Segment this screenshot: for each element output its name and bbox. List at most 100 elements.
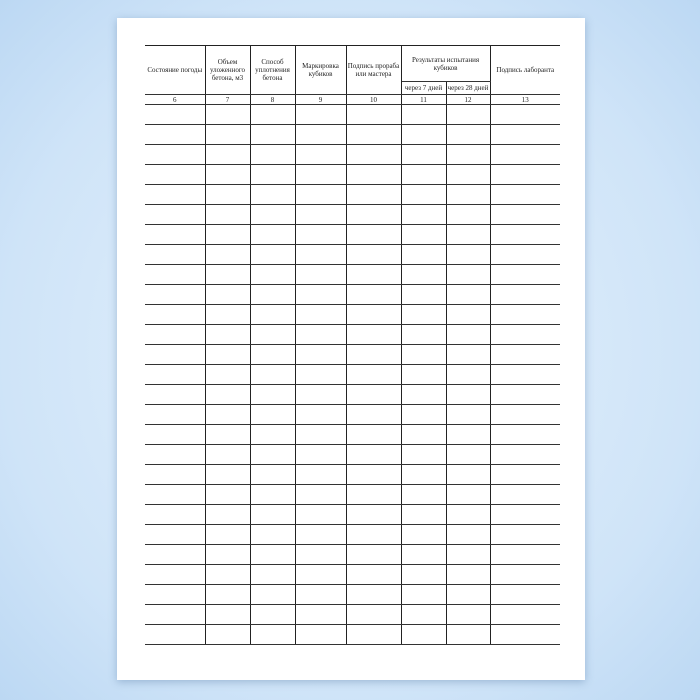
table-cell — [345, 584, 402, 605]
table-cell — [489, 324, 561, 345]
table-cell — [345, 204, 402, 225]
table-cell — [400, 544, 447, 565]
table-row — [145, 264, 561, 285]
table-cell — [345, 144, 402, 165]
table-cell — [445, 264, 491, 285]
table-cell — [345, 344, 402, 365]
table-row — [145, 524, 561, 545]
table-cell — [249, 204, 296, 225]
table-cell — [489, 564, 561, 585]
table-cell — [145, 164, 206, 185]
table-cell — [489, 484, 561, 505]
table-row — [145, 504, 561, 525]
table-cell — [345, 424, 402, 445]
table-cell — [400, 184, 447, 205]
table-cell — [294, 564, 347, 585]
table-cell — [294, 284, 347, 305]
table-cell — [145, 524, 206, 545]
table-cell — [400, 244, 447, 265]
header-lab-signature: Подпись лаборанта — [489, 45, 561, 95]
table-cell — [145, 484, 206, 505]
table-cell — [204, 484, 251, 505]
table-row — [145, 564, 561, 585]
table-cell — [294, 464, 347, 485]
table-cell — [204, 164, 251, 185]
table-cell — [294, 624, 347, 645]
table-cell — [345, 524, 402, 545]
table-cell — [249, 624, 296, 645]
column-number: 8 — [249, 94, 296, 105]
table-cell — [204, 284, 251, 305]
table-cell — [249, 524, 296, 545]
table-cell — [249, 104, 296, 125]
header-after-7: через 7 дней — [401, 81, 447, 95]
table-cell — [145, 384, 206, 405]
table-cell — [489, 544, 561, 565]
table-cell — [400, 224, 447, 245]
table-cell — [445, 364, 491, 385]
table-cell — [204, 424, 251, 445]
table-cell — [345, 124, 402, 145]
table-cell — [445, 124, 491, 145]
table-cell — [294, 584, 347, 605]
table-cell — [294, 444, 347, 465]
table-cell — [445, 484, 491, 505]
table-cell — [489, 504, 561, 525]
table-cell — [204, 464, 251, 485]
table-cell — [204, 444, 251, 465]
table-cell — [204, 364, 251, 385]
table-cell — [204, 244, 251, 265]
table-cell — [249, 544, 296, 565]
form-page: Состояние погоды Объем уложенного бетона… — [117, 18, 585, 680]
table-cell — [249, 384, 296, 405]
table-cell — [204, 344, 251, 365]
table-cell — [445, 184, 491, 205]
table-cell — [249, 604, 296, 625]
table-cell — [145, 564, 206, 585]
table-cell — [249, 404, 296, 425]
table-cell — [145, 544, 206, 565]
table-cell — [400, 124, 447, 145]
table-row — [145, 144, 561, 165]
table-cell — [400, 564, 447, 585]
table-cell — [145, 344, 206, 365]
table-cell — [345, 384, 402, 405]
table-row — [145, 384, 561, 405]
table-cell — [489, 424, 561, 445]
table-cell — [249, 304, 296, 325]
table-cell — [204, 624, 251, 645]
table-cell — [345, 264, 402, 285]
table-cell — [445, 344, 491, 365]
table-cell — [249, 244, 296, 265]
table-cell — [294, 184, 347, 205]
table-row — [145, 204, 561, 225]
table-cell — [345, 284, 402, 305]
table-cell — [445, 324, 491, 345]
header-marking: Маркировка кубиков — [294, 45, 347, 95]
table-cell — [294, 144, 347, 165]
table-cell — [345, 624, 402, 645]
table-cell — [145, 504, 206, 525]
table-cell — [145, 264, 206, 285]
header-compaction: Способ уплотнения бетона — [249, 45, 296, 95]
table-cell — [345, 504, 402, 525]
table-cell — [249, 444, 296, 465]
table-cell — [489, 224, 561, 245]
table-cell — [489, 624, 561, 645]
table-cell — [489, 304, 561, 325]
table-cell — [400, 144, 447, 165]
table-cell — [294, 364, 347, 385]
table-cell — [400, 604, 447, 625]
table-row — [145, 404, 561, 425]
table-cell — [204, 544, 251, 565]
table-cell — [294, 264, 347, 285]
table-cell — [204, 124, 251, 145]
table-cell — [249, 584, 296, 605]
table-cell — [445, 104, 491, 125]
table-cell — [445, 524, 491, 545]
table-cell — [489, 384, 561, 405]
table-cell — [145, 284, 206, 305]
table-row — [145, 224, 561, 245]
table-row — [145, 344, 561, 365]
table-cell — [400, 104, 447, 125]
